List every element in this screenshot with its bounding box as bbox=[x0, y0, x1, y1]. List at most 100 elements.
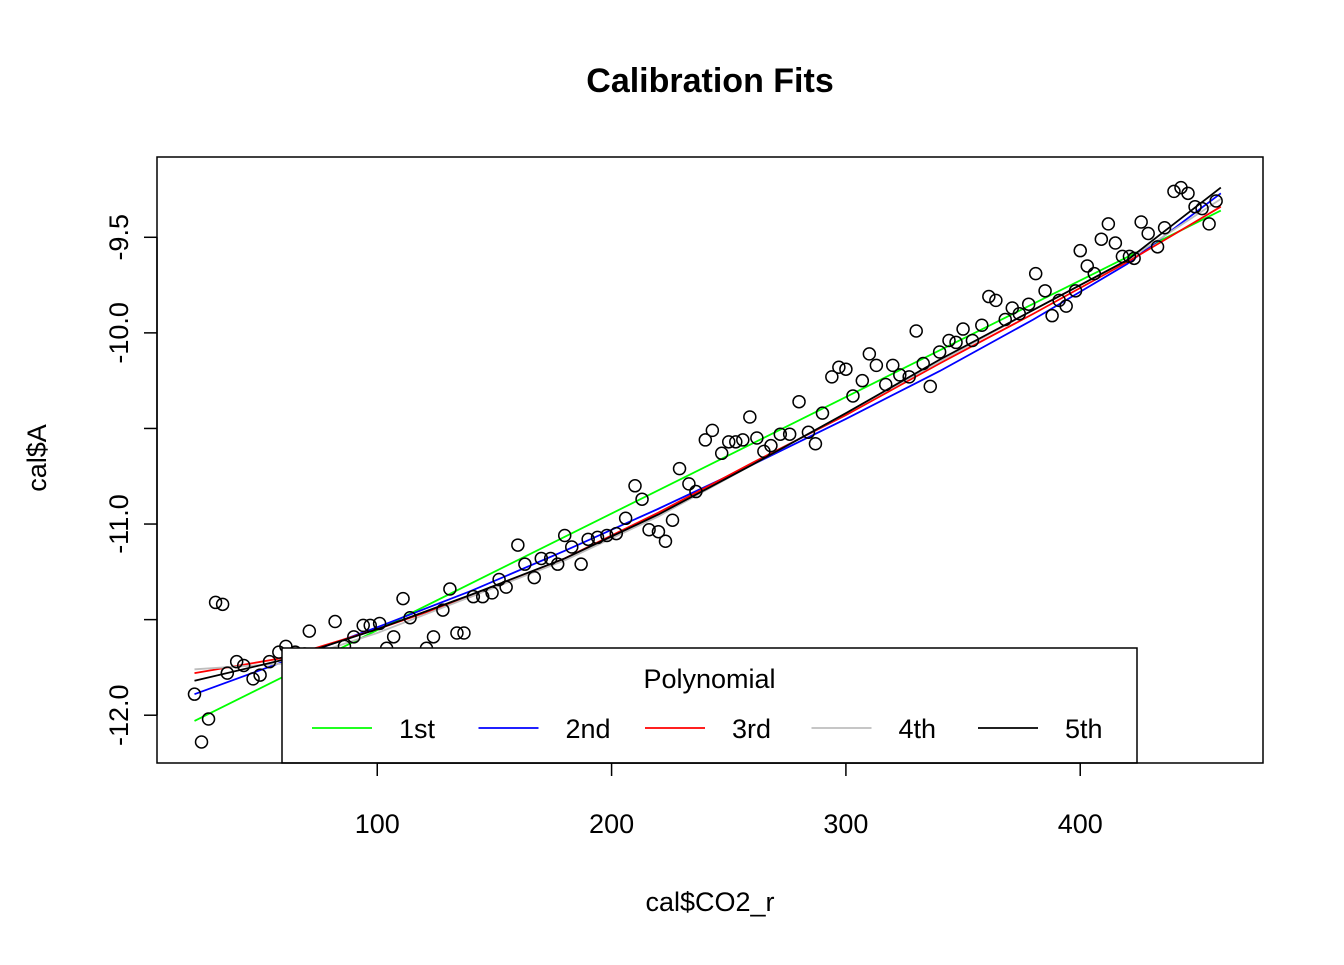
data-point bbox=[565, 540, 579, 554]
y-tick-label: -11.0 bbox=[104, 494, 134, 554]
data-point bbox=[801, 425, 816, 440]
data-point bbox=[1045, 308, 1059, 323]
data-point bbox=[886, 358, 900, 373]
data-point bbox=[628, 479, 642, 493]
y-tick-label: -10.0 bbox=[104, 302, 134, 364]
data-point bbox=[236, 658, 251, 673]
legend: Polynomial 1st 2nd 3rd 4th 5th bbox=[281, 647, 1138, 764]
data-point bbox=[1157, 220, 1172, 235]
data-point bbox=[672, 461, 687, 476]
data-point bbox=[729, 435, 743, 449]
data-point bbox=[347, 630, 361, 644]
data-point bbox=[1094, 232, 1109, 246]
x-tick-label: 300 bbox=[823, 809, 868, 839]
data-point bbox=[869, 358, 884, 373]
data-point bbox=[792, 394, 806, 409]
data-point bbox=[527, 570, 542, 585]
data-point bbox=[1059, 299, 1073, 313]
fit-line-1st bbox=[194, 209, 1222, 722]
data-point bbox=[665, 513, 680, 527]
data-point bbox=[635, 492, 649, 506]
x-tick-label: 400 bbox=[1058, 809, 1103, 839]
data-point bbox=[1108, 236, 1123, 250]
data-point bbox=[581, 532, 595, 547]
data-point bbox=[511, 538, 525, 552]
data-point bbox=[363, 618, 377, 633]
x-axis-label: cal$CO2_r bbox=[645, 887, 774, 917]
data-point bbox=[1167, 184, 1181, 199]
data-point bbox=[736, 433, 750, 447]
data-point bbox=[916, 356, 930, 371]
data-point bbox=[825, 370, 839, 384]
data-point bbox=[215, 597, 230, 612]
data-point bbox=[220, 666, 235, 680]
data-point bbox=[600, 528, 614, 543]
data-point bbox=[832, 360, 846, 375]
legend-entry-4th: 4th bbox=[899, 714, 937, 744]
data-point bbox=[590, 530, 605, 545]
data-point bbox=[651, 524, 666, 539]
data-point bbox=[492, 572, 506, 587]
data-point bbox=[698, 433, 713, 447]
data-point bbox=[743, 410, 757, 424]
data-point bbox=[1101, 217, 1116, 231]
data-point bbox=[187, 687, 202, 701]
data-point bbox=[1181, 186, 1195, 201]
legend-entry-2nd: 2nd bbox=[566, 714, 611, 744]
legend-entry-5th: 5th bbox=[1065, 714, 1103, 744]
data-point bbox=[229, 654, 244, 669]
data-point bbox=[550, 557, 565, 571]
data-point bbox=[208, 595, 223, 610]
data-point bbox=[457, 626, 471, 640]
data-point bbox=[1073, 243, 1087, 258]
data-point bbox=[443, 582, 457, 596]
legend-entry-1st: 1st bbox=[399, 714, 436, 744]
data-point bbox=[1080, 259, 1095, 273]
data-point bbox=[485, 586, 499, 600]
data-point bbox=[386, 630, 401, 644]
data-point bbox=[262, 654, 277, 669]
data-point bbox=[878, 377, 893, 392]
data-point bbox=[1028, 266, 1043, 281]
data-point bbox=[246, 672, 260, 686]
data-point bbox=[253, 668, 267, 682]
data-point bbox=[949, 335, 963, 350]
y-tick-label: -12.0 bbox=[104, 684, 134, 746]
data-point bbox=[574, 557, 588, 571]
x-tick-label: 200 bbox=[589, 809, 634, 839]
data-point bbox=[909, 324, 923, 338]
data-point bbox=[998, 312, 1012, 327]
data-point bbox=[982, 289, 996, 304]
data-point bbox=[893, 368, 907, 382]
fit-line-2nd bbox=[194, 192, 1222, 696]
data-point bbox=[534, 551, 549, 566]
data-point bbox=[714, 446, 729, 461]
data-point bbox=[682, 477, 696, 491]
data-point bbox=[932, 345, 947, 359]
data-point bbox=[499, 580, 513, 594]
chart-title: Calibration Fits bbox=[586, 62, 833, 100]
y-tick-label: -9.5 bbox=[104, 214, 134, 261]
data-point bbox=[1202, 217, 1216, 231]
data-point bbox=[450, 626, 464, 640]
fit-line-5th bbox=[194, 186, 1222, 682]
data-point bbox=[1127, 251, 1141, 266]
plot-frame bbox=[156, 156, 1264, 764]
data-point bbox=[1012, 307, 1027, 321]
data-point bbox=[1141, 226, 1155, 241]
data-points-group bbox=[187, 180, 1223, 749]
data-point bbox=[923, 379, 938, 394]
y-axis-label: cal$A bbox=[22, 424, 52, 492]
legend-entry-3rd: 3rd bbox=[732, 714, 771, 744]
data-point bbox=[989, 293, 1003, 308]
fit-line-3rd bbox=[194, 205, 1222, 675]
data-point bbox=[426, 630, 441, 644]
data-point bbox=[436, 603, 450, 617]
data-point bbox=[618, 511, 633, 526]
data-point bbox=[1188, 199, 1202, 214]
data-point bbox=[855, 373, 870, 388]
legend-title: Polynomial bbox=[643, 664, 775, 694]
x-tick-label: 100 bbox=[355, 809, 400, 839]
